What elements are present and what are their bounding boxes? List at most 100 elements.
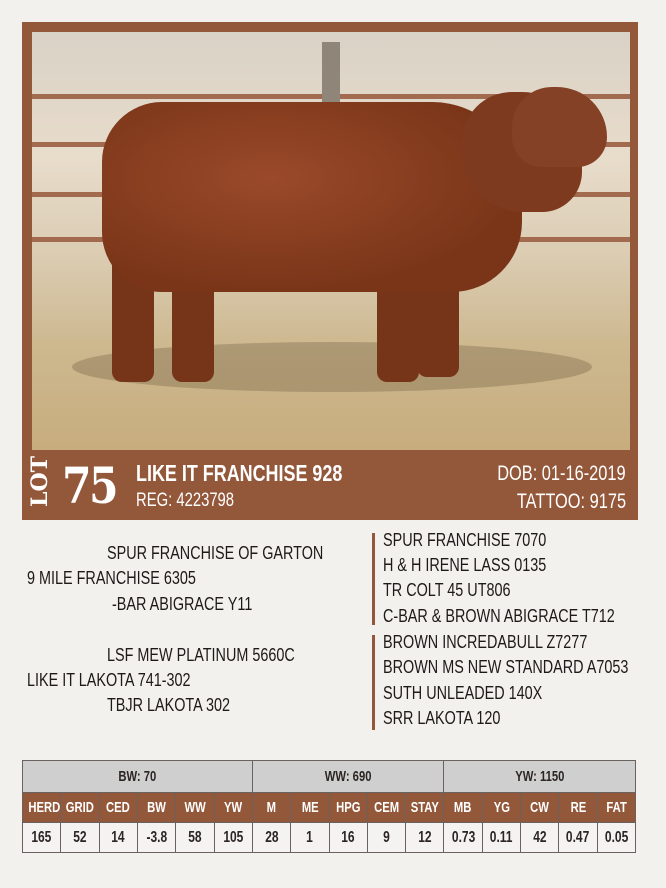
epd-header-text: YG bbox=[493, 799, 510, 816]
epd-value-text: 12 bbox=[418, 828, 432, 846]
epd-value: 16 bbox=[328, 822, 368, 853]
epd-value: -3.8 bbox=[136, 822, 177, 853]
epd-header-text: WW bbox=[184, 799, 206, 816]
epd-header-text: HERD bbox=[28, 799, 61, 816]
epd-header: YW bbox=[213, 792, 253, 823]
epd-header-text: RE bbox=[570, 799, 586, 816]
epd-value-text: 16 bbox=[341, 828, 355, 846]
epd-header: RE bbox=[558, 792, 598, 823]
registration-number: REG: 4223798 bbox=[136, 490, 235, 511]
epd-value-text: 165 bbox=[31, 828, 52, 846]
group-header-text: WW: 690 bbox=[324, 768, 372, 785]
epd-value: 58 bbox=[175, 822, 215, 853]
group-header-text: BW: 70 bbox=[118, 768, 157, 785]
epd-value: 105 bbox=[213, 822, 253, 853]
epd-value-text: 0.05 bbox=[604, 828, 629, 846]
epd-header-text: STAY bbox=[410, 799, 439, 816]
divider bbox=[372, 533, 375, 625]
epd-header: HPG bbox=[328, 792, 368, 823]
epd-header-text: CEM bbox=[373, 799, 399, 816]
pedigree-sire-dam: -BAR ABIGRACE Y11 bbox=[112, 594, 253, 614]
lot-card: LOT 75 LIKE IT FRANCHISE 928 REG: 422379… bbox=[22, 22, 638, 520]
ancestor: TR COLT 45 UT806 bbox=[383, 580, 511, 600]
epd-value-text: -3.8 bbox=[146, 828, 167, 846]
epd-value: 0.47 bbox=[558, 822, 598, 853]
epd-value-text: 58 bbox=[188, 828, 202, 846]
epd-value-text: 0.47 bbox=[566, 828, 590, 846]
epd-header-text: HPG bbox=[335, 799, 361, 816]
epd-value-text: 1 bbox=[306, 828, 314, 846]
pedigree-dam-dam: TBJR LAKOTA 302 bbox=[107, 695, 230, 715]
epd-header: CW bbox=[520, 792, 560, 823]
group-header: YW: 1150 bbox=[443, 760, 636, 793]
epd-value: 1 bbox=[290, 822, 330, 853]
lot-number: 75 bbox=[62, 456, 119, 515]
epd-header-text: FAT bbox=[606, 799, 627, 816]
epd-value-text: 42 bbox=[533, 828, 547, 846]
epd-value-text: 28 bbox=[264, 828, 279, 846]
pedigree-dam-sire: LSF MEW PLATINUM 5660C bbox=[107, 645, 295, 665]
epd-value-text: 105 bbox=[223, 828, 244, 846]
epd-value: 165 bbox=[21, 822, 62, 853]
epd-value-text: 14 bbox=[111, 828, 125, 846]
epd-header: STAY bbox=[405, 792, 445, 823]
epd-header-text: MB bbox=[454, 799, 472, 816]
group-header-text: YW: 1150 bbox=[515, 768, 565, 785]
epd-header-row: HERD GRID CED BW WW YW M ME HPG CEM STAY MB YG CW RE FA… bbox=[21, 792, 637, 823]
epd-header: MB bbox=[443, 792, 483, 823]
epd-header-text: M bbox=[266, 799, 277, 816]
epd-header: BW bbox=[136, 792, 177, 823]
epd-header-text: YW bbox=[224, 799, 243, 816]
epd-header: WW bbox=[175, 792, 215, 823]
ancestor: BROWN INCREDABULL Z7277 bbox=[383, 632, 588, 652]
lot-banner: LOT 75 LIKE IT FRANCHISE 928 REG: 422379… bbox=[22, 450, 638, 520]
lot-label: LOT bbox=[27, 455, 53, 507]
cow-body bbox=[102, 102, 522, 292]
epd-value: 14 bbox=[98, 822, 138, 853]
epd-header: FAT bbox=[596, 792, 637, 823]
divider bbox=[372, 635, 375, 730]
epd-header: HERD bbox=[21, 792, 62, 823]
epd-value-row: 165 52 14 -3.8 58 105 28 1 16 9 12 0.73 0.11 42 0.47 0.… bbox=[21, 822, 637, 853]
pedigree-dam: LIKE IT LAKOTA 741-302 bbox=[27, 670, 191, 690]
epd-header-text: BW bbox=[147, 799, 166, 816]
epd-value-text: 9 bbox=[383, 828, 390, 846]
date-of-birth: DOB: 01-16-2019 bbox=[497, 462, 626, 485]
cow-head bbox=[512, 87, 607, 167]
ancestor: SRR LAKOTA 120 bbox=[383, 708, 501, 728]
ancestor: BROWN MS NEW STANDARD A7053 bbox=[383, 657, 629, 677]
epd-value-text: 52 bbox=[73, 828, 87, 846]
epd-value: 52 bbox=[60, 822, 100, 853]
pedigree-sire-sire: SPUR FRANCHISE OF GARTON bbox=[107, 543, 324, 563]
group-header: WW: 690 bbox=[251, 760, 445, 793]
group-header-row: BW: 70 WW: 690 YW: 1150 bbox=[22, 760, 636, 793]
epd-value: 42 bbox=[520, 822, 560, 853]
epd-header-text: GRID bbox=[66, 799, 95, 816]
epd-value: 0.11 bbox=[481, 822, 522, 853]
ancestor: C-BAR & BROWN ABIGRACE T712 bbox=[383, 606, 615, 626]
epd-value: 0.73 bbox=[443, 822, 483, 853]
ancestor: SUTH UNLEADED 140X bbox=[383, 683, 543, 703]
tattoo: TATTOO: 9175 bbox=[516, 490, 626, 513]
epd-header-text: ME bbox=[301, 799, 319, 816]
epd-value-text: 0.73 bbox=[451, 828, 475, 846]
epd-header-text: CED bbox=[106, 799, 131, 816]
epd-header: ME bbox=[290, 792, 330, 823]
pedigree-sire: 9 MILE FRANCHISE 6305 bbox=[27, 568, 196, 588]
epd-header: CEM bbox=[366, 792, 407, 823]
epd-value: 9 bbox=[366, 822, 407, 853]
epd-value: 0.05 bbox=[596, 822, 637, 853]
epd-header: YG bbox=[481, 792, 522, 823]
epd-value-text: 0.11 bbox=[490, 828, 513, 846]
ancestor: SPUR FRANCHISE 7070 bbox=[383, 530, 547, 550]
ancestor: H & H IRENE LASS 0135 bbox=[383, 555, 547, 575]
group-header: BW: 70 bbox=[22, 760, 253, 793]
epd-value: 28 bbox=[251, 822, 292, 853]
epd-value: 12 bbox=[405, 822, 445, 853]
animal-name: LIKE IT FRANCHISE 928 bbox=[136, 460, 343, 486]
shadow bbox=[72, 342, 592, 392]
epd-header: GRID bbox=[60, 792, 100, 823]
bull-photo bbox=[32, 32, 630, 450]
epd-header: CED bbox=[98, 792, 138, 823]
epd-header-text: CW bbox=[530, 799, 550, 816]
